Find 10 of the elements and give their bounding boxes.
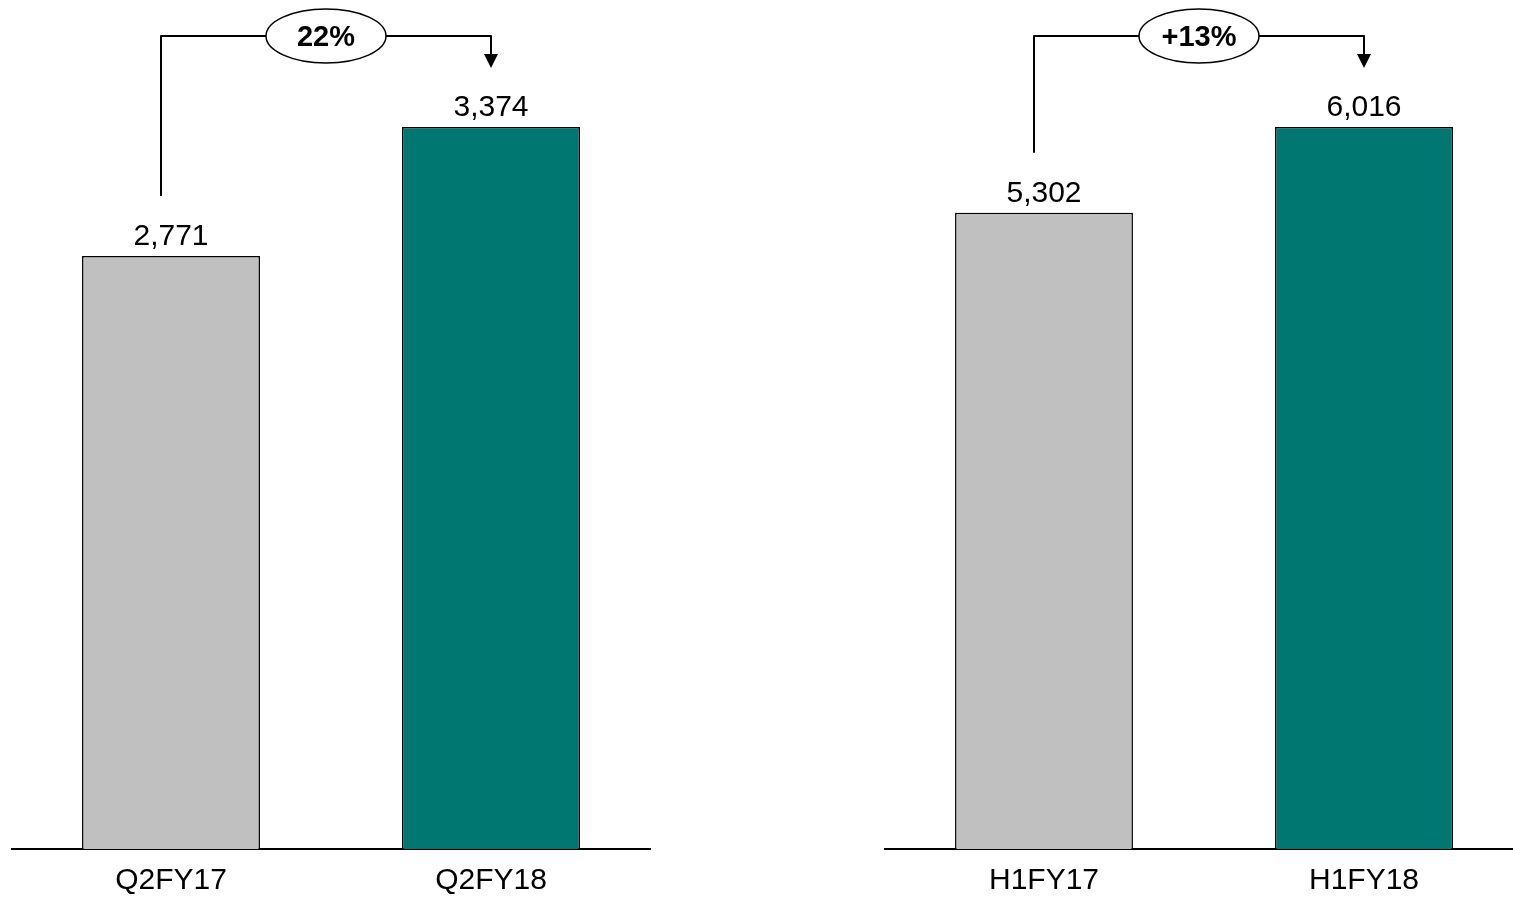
data-label: 5,302 [1006, 174, 1082, 208]
text: +13% [1160, 19, 1238, 54]
data-label: 6,016 [1326, 89, 1402, 123]
x-tick-label: Q2FY17 [115, 862, 227, 896]
x-tick-label: H1FY17 [988, 862, 1100, 896]
text: 22% [295, 19, 356, 54]
data-label: 2,771 [133, 218, 209, 252]
x-tick-label: H1FY18 [1308, 862, 1420, 896]
data-label: 3,374 [453, 89, 529, 123]
x-tick-label: Q2FY18 [435, 862, 547, 896]
